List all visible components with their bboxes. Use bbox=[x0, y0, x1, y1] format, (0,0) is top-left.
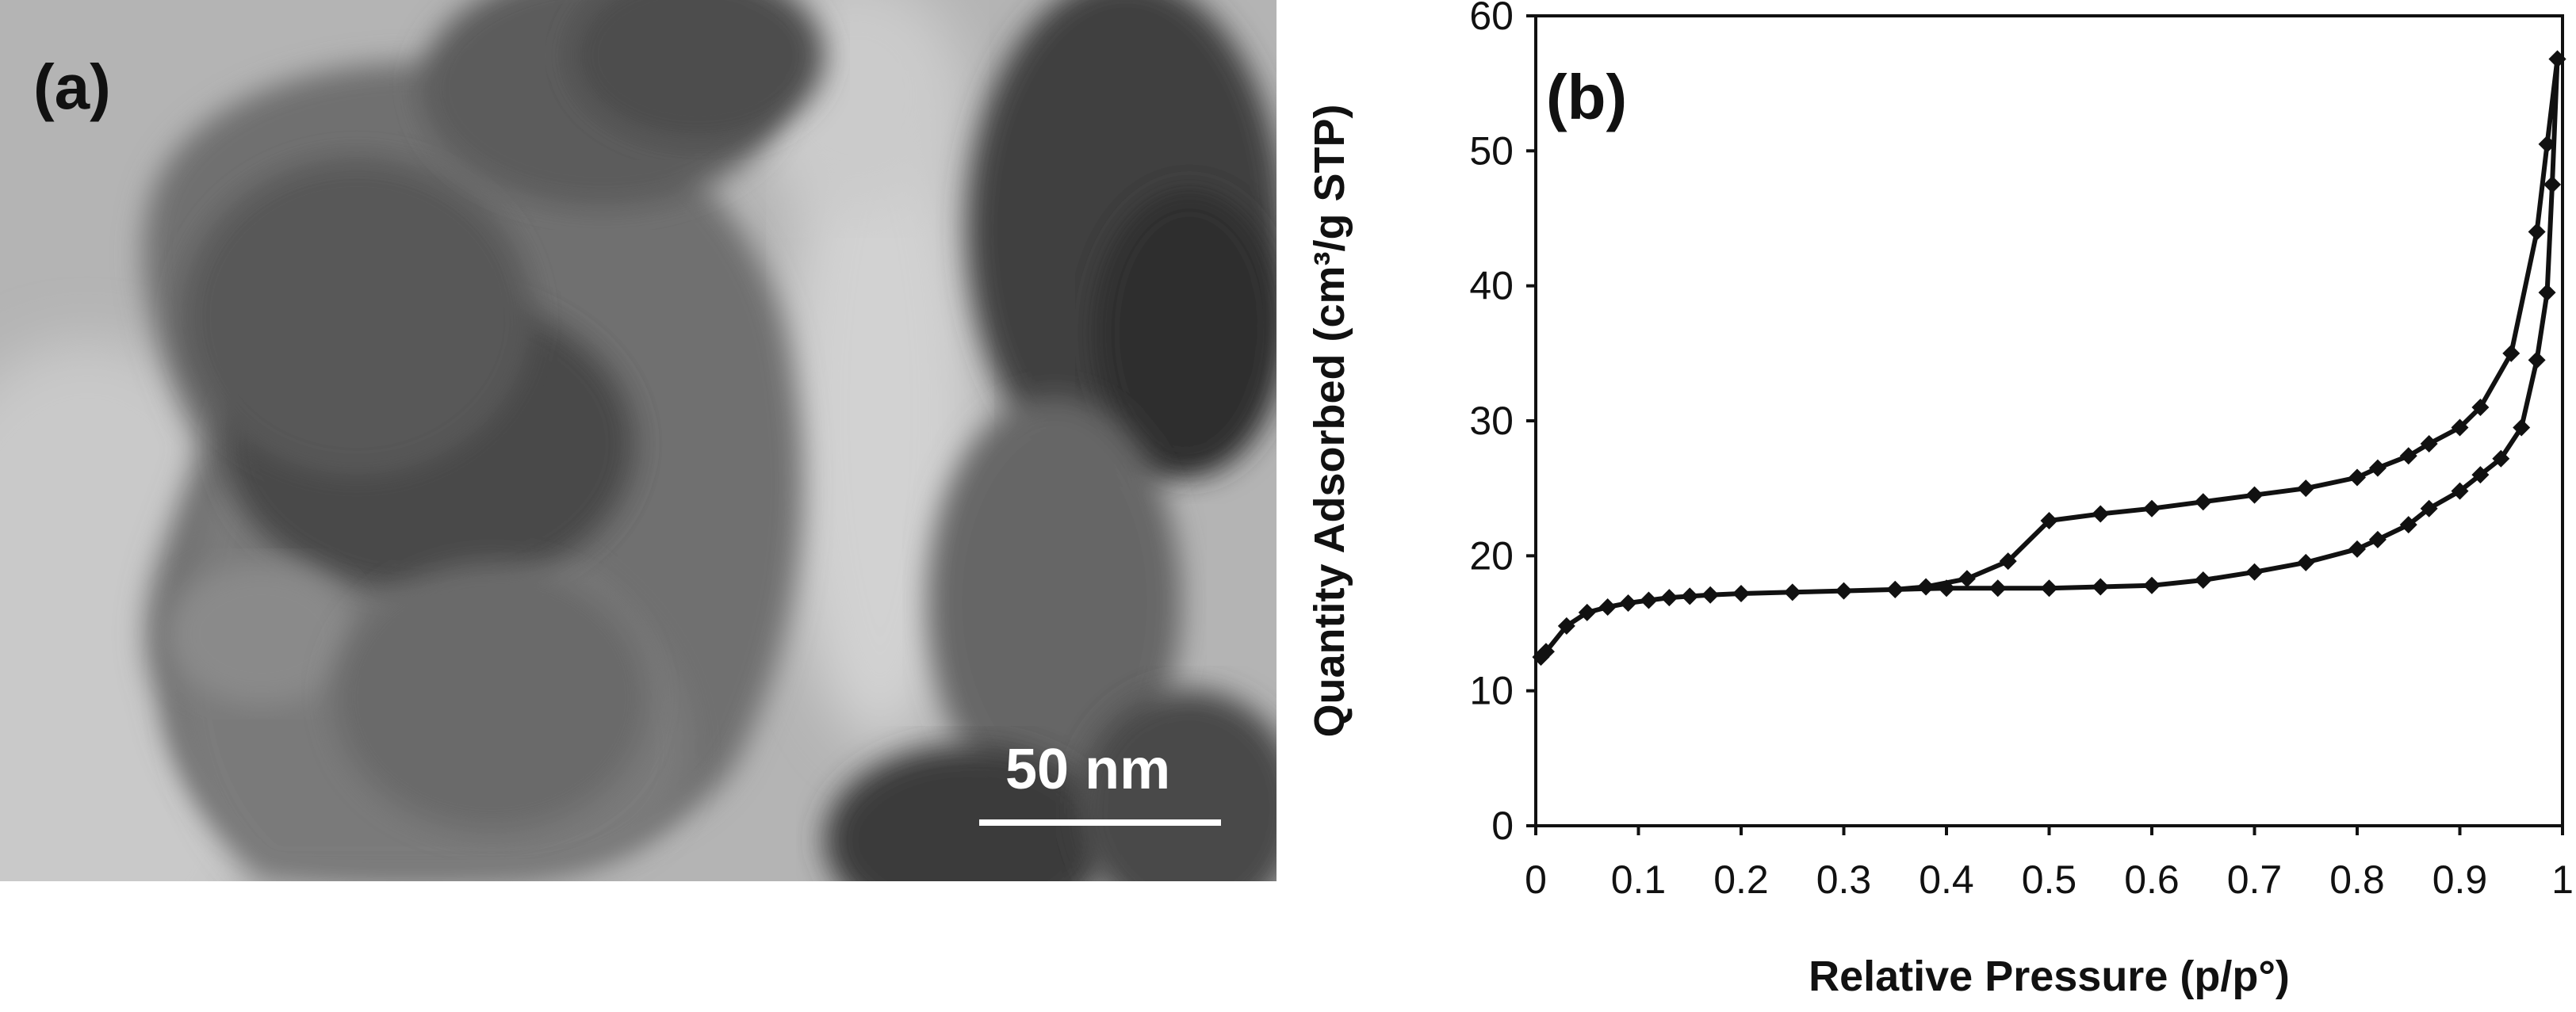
desorption-data-point bbox=[2297, 479, 2315, 498]
desorption-series-line bbox=[1895, 59, 2560, 592]
adsorption-data-point bbox=[1701, 586, 1720, 604]
adsorption-data-point bbox=[1598, 598, 1617, 617]
adsorption-data-point bbox=[1988, 579, 2007, 598]
adsorption-data-point bbox=[2092, 578, 2110, 596]
desorption-data-point bbox=[2194, 493, 2212, 511]
desorption-data-point bbox=[2548, 50, 2566, 68]
desorption-data-point bbox=[1958, 570, 1976, 588]
y-tick-label: 50 bbox=[1469, 128, 1514, 173]
desorption-data-point bbox=[2368, 459, 2387, 477]
desorption-data-point bbox=[2399, 447, 2417, 465]
desorption-data-point bbox=[2348, 468, 2366, 487]
adsorption-data-point bbox=[2143, 576, 2161, 594]
desorption-data-point bbox=[2538, 135, 2556, 153]
desorption-data-point bbox=[1999, 552, 2017, 571]
x-tick-label: 0.8 bbox=[2329, 857, 2385, 902]
adsorption-data-point bbox=[1557, 617, 1575, 635]
adsorption-data-point bbox=[2543, 175, 2562, 193]
x-tick-label: 1 bbox=[2551, 857, 2574, 902]
adsorption-data-point bbox=[2368, 530, 2387, 548]
y-tick-label: 60 bbox=[1469, 0, 1514, 38]
adsorption-data-point bbox=[1578, 603, 1596, 621]
y-tick-label: 10 bbox=[1469, 669, 1514, 713]
isotherm-chart: 0 10 20 30 40 50 60 0 0.1 0.2 0.3 0.4 0.5 0.6 0.7 0.8 0… bbox=[1306, 0, 2574, 1000]
x-tick-label: 0.7 bbox=[2227, 857, 2283, 902]
adsorption-data-point bbox=[2194, 571, 2212, 589]
adsorption-data-point bbox=[2348, 540, 2366, 558]
adsorption-data-point bbox=[2297, 553, 2315, 571]
adsorption-data-point bbox=[2471, 466, 2490, 484]
x-tick-label: 0 bbox=[1525, 857, 1547, 902]
adsorption-data-point bbox=[2528, 351, 2546, 369]
tem-micrograph-image bbox=[0, 0, 1277, 881]
x-tick-label: 0.6 bbox=[2124, 857, 2180, 902]
y-tick-label: 40 bbox=[1469, 264, 1514, 308]
desorption-data-point bbox=[2245, 486, 2264, 504]
plot-area-frame bbox=[1534, 14, 2564, 827]
panel-a-label: (a) bbox=[33, 52, 111, 122]
desorption-data-point bbox=[2528, 223, 2546, 241]
adsorption-data-point bbox=[2538, 284, 2556, 302]
desorption-data-point bbox=[2420, 434, 2438, 453]
desorption-data-point bbox=[2502, 344, 2520, 362]
desorption-data-point bbox=[2471, 398, 2490, 416]
adsorption-series-line bbox=[1539, 59, 2560, 659]
adsorption-data-point bbox=[2245, 563, 2264, 581]
scale-bar bbox=[979, 819, 1221, 826]
x-tick-label: 0.5 bbox=[2022, 857, 2077, 902]
adsorption-data-point bbox=[1835, 582, 1853, 600]
x-tick-label: 0.4 bbox=[1919, 857, 1974, 902]
adsorption-data-point bbox=[2492, 449, 2510, 468]
adsorption-data-point bbox=[2451, 482, 2469, 500]
desorption-data-point bbox=[2040, 512, 2058, 530]
adsorption-data-point bbox=[2420, 499, 2438, 517]
x-axis-title: Relative Pressure (p/p°) bbox=[1809, 953, 2290, 1000]
y-tick-label: 20 bbox=[1469, 533, 1514, 578]
desorption-data-point bbox=[1886, 580, 1904, 598]
adsorption-data-point bbox=[2513, 418, 2531, 437]
adsorption-data-point bbox=[1640, 591, 1658, 609]
adsorption-data-point bbox=[2399, 516, 2417, 534]
adsorption-data-point bbox=[1732, 585, 1750, 603]
adsorption-data-point bbox=[1783, 583, 1801, 601]
x-tick-label: 0.1 bbox=[1611, 857, 1667, 902]
desorption-data-point bbox=[1917, 578, 1935, 596]
scale-bar-label: 50 nm bbox=[1005, 738, 1171, 801]
desorption-data-point bbox=[2451, 418, 2469, 437]
x-tick-label: 0.3 bbox=[1816, 857, 1872, 902]
desorption-data-point bbox=[2143, 499, 2161, 517]
panel-b-label: (b) bbox=[1546, 62, 1627, 132]
x-tick-label: 0.2 bbox=[1713, 857, 1769, 902]
adsorption-data-point bbox=[1619, 594, 1637, 612]
adsorption-data-point bbox=[1681, 587, 1699, 605]
adsorption-data-point bbox=[1537, 643, 1555, 661]
y-tick-label: 30 bbox=[1469, 399, 1514, 443]
y-axis-title: Quantity Adsorbed (cm³/g STP) bbox=[1306, 104, 1353, 737]
x-tick-label: 0.9 bbox=[2432, 857, 2488, 902]
y-tick-label: 0 bbox=[1491, 804, 1514, 848]
isotherm-chart-panel: 0 10 20 30 40 50 60 0 0.1 0.2 0.3 0.4 0.5 0.6 0.7 0.8 0… bbox=[1284, 0, 2576, 1012]
adsorption-data-point bbox=[1660, 589, 1678, 607]
desorption-data-point bbox=[2092, 505, 2110, 523]
adsorption-data-point bbox=[2040, 579, 2058, 598]
tem-micrograph-panel: (a) 50 nm bbox=[0, 0, 1277, 881]
